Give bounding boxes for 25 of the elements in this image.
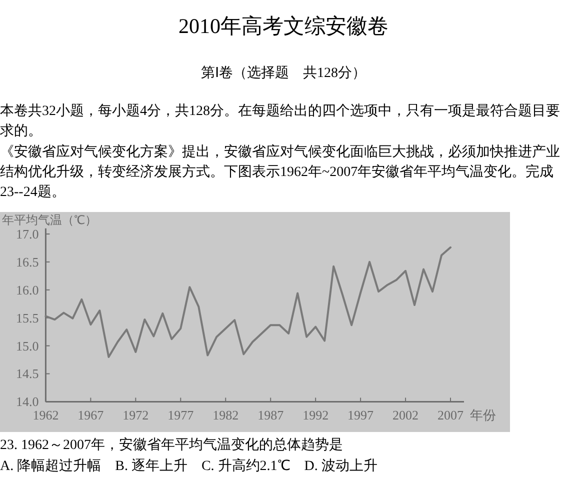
x-tick-label: 1992 (302, 408, 329, 423)
x-tick-label: 1967 (78, 408, 104, 423)
x-tick-label: 2007 (438, 408, 464, 423)
x-tick-label: 1987 (258, 408, 284, 423)
subtitle: 第Ⅰ卷（选择题 共128分） (200, 64, 367, 82)
x-tick-label: 2002 (392, 408, 419, 423)
y-tick-label: 16.0 (16, 282, 39, 298)
x-tick-label: 1972 (122, 408, 149, 423)
y-axis-title: 年平均气温（℃） (2, 213, 97, 227)
x-tick-label: 1982 (212, 408, 239, 423)
y-tick-label: 15.0 (16, 338, 39, 354)
x-axis-title: 年份 (470, 408, 496, 423)
y-tick-label: 16.5 (16, 254, 39, 270)
annotation: A. 降幅超过升幅 B. 逐年上升 C. 升高约2.1℃ D. 波动上升 (0, 457, 378, 476)
y-tick-label: 14.0 (16, 394, 39, 410)
annotation: 《安徽省应对气候变化方案》提出，安徽省应对气候变化面临巨大挑战，必须加快推进产业结构优化升级，转变经济发展方式。下图表示1962年~2007年安徽省年平均气温变化。完成23--24题。 (0, 143, 561, 202)
annotation: 本卷共32小题，每小题4分，共128分。在每题给出的四个选项中，只有一项是最符合题目要求的。 (0, 102, 561, 141)
y-tick-label: 14.5 (16, 366, 39, 382)
x-tick-label: 1962 (32, 408, 59, 423)
x-tick-label: 1997 (348, 408, 374, 423)
annotation: 23. 1962～2007年，安徽省年平均气温变化的总体趋势是 (0, 436, 344, 455)
y-tick-label: 15.5 (16, 310, 39, 326)
title: 2010年高考文综安徽卷 (178, 13, 390, 40)
y-tick-label: 17.0 (16, 226, 39, 242)
x-tick-label: 1977 (168, 408, 194, 423)
